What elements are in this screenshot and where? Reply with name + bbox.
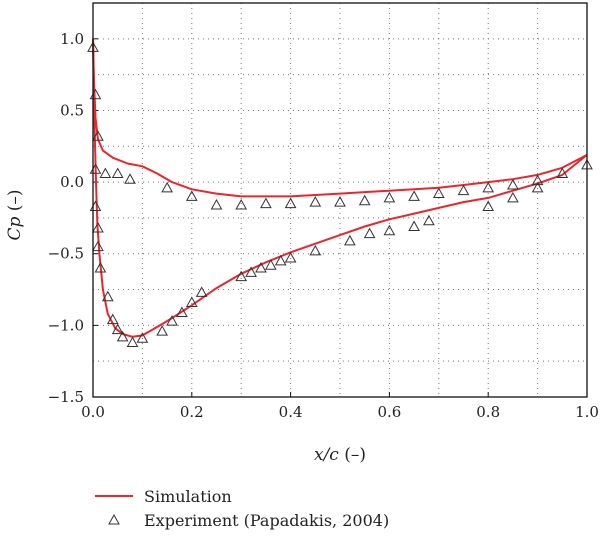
grid (93, 3, 587, 397)
experiment-point-38 (185, 296, 198, 307)
simulation-curve-lower (92, 38, 588, 338)
experiment-point-22 (531, 174, 544, 186)
experiment-point-25 (89, 200, 102, 211)
experiment-point-39 (195, 286, 208, 297)
x-axis-label: x/c (–) (314, 445, 366, 465)
experiment-point-33 (126, 336, 139, 348)
experiment-point-53 (507, 191, 519, 203)
experiment-point-17 (408, 190, 420, 201)
experiment-point-20 (482, 181, 495, 193)
legend-simulation-label: Simulation (144, 487, 232, 506)
plot-series (87, 38, 593, 348)
experiment-point-18 (432, 187, 445, 199)
experiment-point-41 (245, 266, 257, 277)
experiment-point-10 (235, 198, 248, 210)
experiment-point-14 (334, 196, 346, 207)
x-tick-label-2: 0.4 (279, 403, 303, 421)
experiment-point-48 (363, 227, 376, 239)
experiment-point-51 (423, 214, 435, 226)
y-tick-label-1: −1.0 (48, 316, 84, 334)
experiment-point-35 (156, 325, 169, 336)
experiment-point-9 (210, 198, 223, 210)
y-ticks: −1.5 −1.0 −0.5 0.0 0.5 1.0 (48, 30, 98, 406)
experiment-point-42 (255, 262, 267, 273)
experiment-point-4 (99, 167, 112, 178)
experiment-point-37 (176, 306, 188, 317)
experiment-point-6 (124, 173, 136, 184)
x-tick-label-1: 0.2 (180, 403, 204, 421)
y-tick-label-5: 1.0 (60, 30, 84, 48)
experiment-point-19 (457, 184, 470, 196)
experiment-point-15 (358, 194, 371, 206)
experiment-point-11 (260, 197, 272, 209)
experiment-point-49 (383, 224, 396, 236)
experiment-point-8 (185, 190, 198, 201)
experiment-point-36 (166, 315, 178, 326)
legend: Simulation Experiment (Papadakis, 2004) (95, 487, 389, 530)
experiment-point-23 (556, 167, 569, 178)
experiment-point-26 (92, 221, 104, 233)
plot-frame (92, 2, 588, 398)
simulation-curve-upper (92, 38, 588, 198)
y-tick-label-3: 0.0 (60, 173, 84, 191)
experiment-point-21 (507, 178, 519, 190)
experiment-point-45 (284, 251, 297, 263)
experiment-point-30 (106, 313, 119, 325)
y-tick-label-2: −0.5 (48, 245, 84, 263)
experiment-point-34 (136, 332, 149, 343)
x-tick-label-5: 1.0 (575, 403, 599, 421)
experiment-point-46 (309, 244, 322, 256)
x-tick-label-0: 0.0 (81, 403, 105, 421)
experiment-point-54 (531, 181, 544, 193)
legend-experiment-marker (108, 513, 120, 525)
experiment-point-43 (264, 259, 277, 270)
experiment-point-31 (111, 323, 124, 335)
experiment-point-12 (284, 197, 297, 209)
experiment-point-7 (161, 181, 173, 193)
y-tick-label-4: 0.5 (60, 101, 84, 119)
experiment-point-2 (92, 130, 104, 141)
experiment-point-32 (116, 330, 129, 342)
legend-experiment-label: Experiment (Papadakis, 2004) (144, 511, 389, 530)
experiment-point-16 (383, 191, 396, 203)
experiment-point-13 (309, 196, 322, 207)
experiment-point-40 (235, 270, 248, 282)
experiment-point-29 (101, 290, 114, 302)
y-axis-label: Cp (–) (5, 189, 25, 240)
x-tick-label-4: 0.8 (476, 403, 500, 421)
experiment-point-44 (274, 254, 287, 266)
experiment-point-5 (111, 167, 124, 178)
y-tick-label-0: −1.5 (48, 388, 84, 406)
experiment-point-47 (344, 234, 356, 246)
experiment-point-28 (94, 262, 107, 273)
experiment-point-50 (408, 220, 420, 232)
experiment-point-27 (92, 240, 104, 252)
x-tick-label-3: 0.6 (377, 403, 401, 421)
experiment-point-52 (482, 200, 495, 211)
